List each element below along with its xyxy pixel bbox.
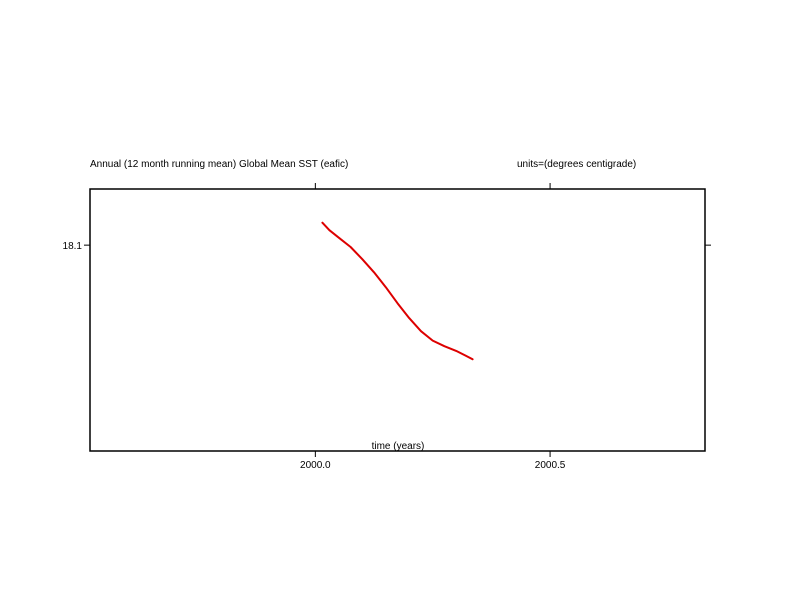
y-tick-label: 18.1 (63, 241, 83, 252)
chart-title: Annual (12 month running mean) Global Me… (90, 159, 348, 170)
ticks: 2000.0 2000.5 18.1 (63, 183, 711, 471)
series-layer (321, 221, 474, 361)
x-tick-label: 2000.0 (300, 460, 331, 471)
plot-frame (89, 188, 706, 452)
x-tick-label: 2000.5 (535, 460, 566, 471)
units-label: units=(degrees centigrade) (517, 159, 636, 170)
series-line (321, 221, 474, 361)
x-axis-label: time (years) (372, 441, 425, 452)
